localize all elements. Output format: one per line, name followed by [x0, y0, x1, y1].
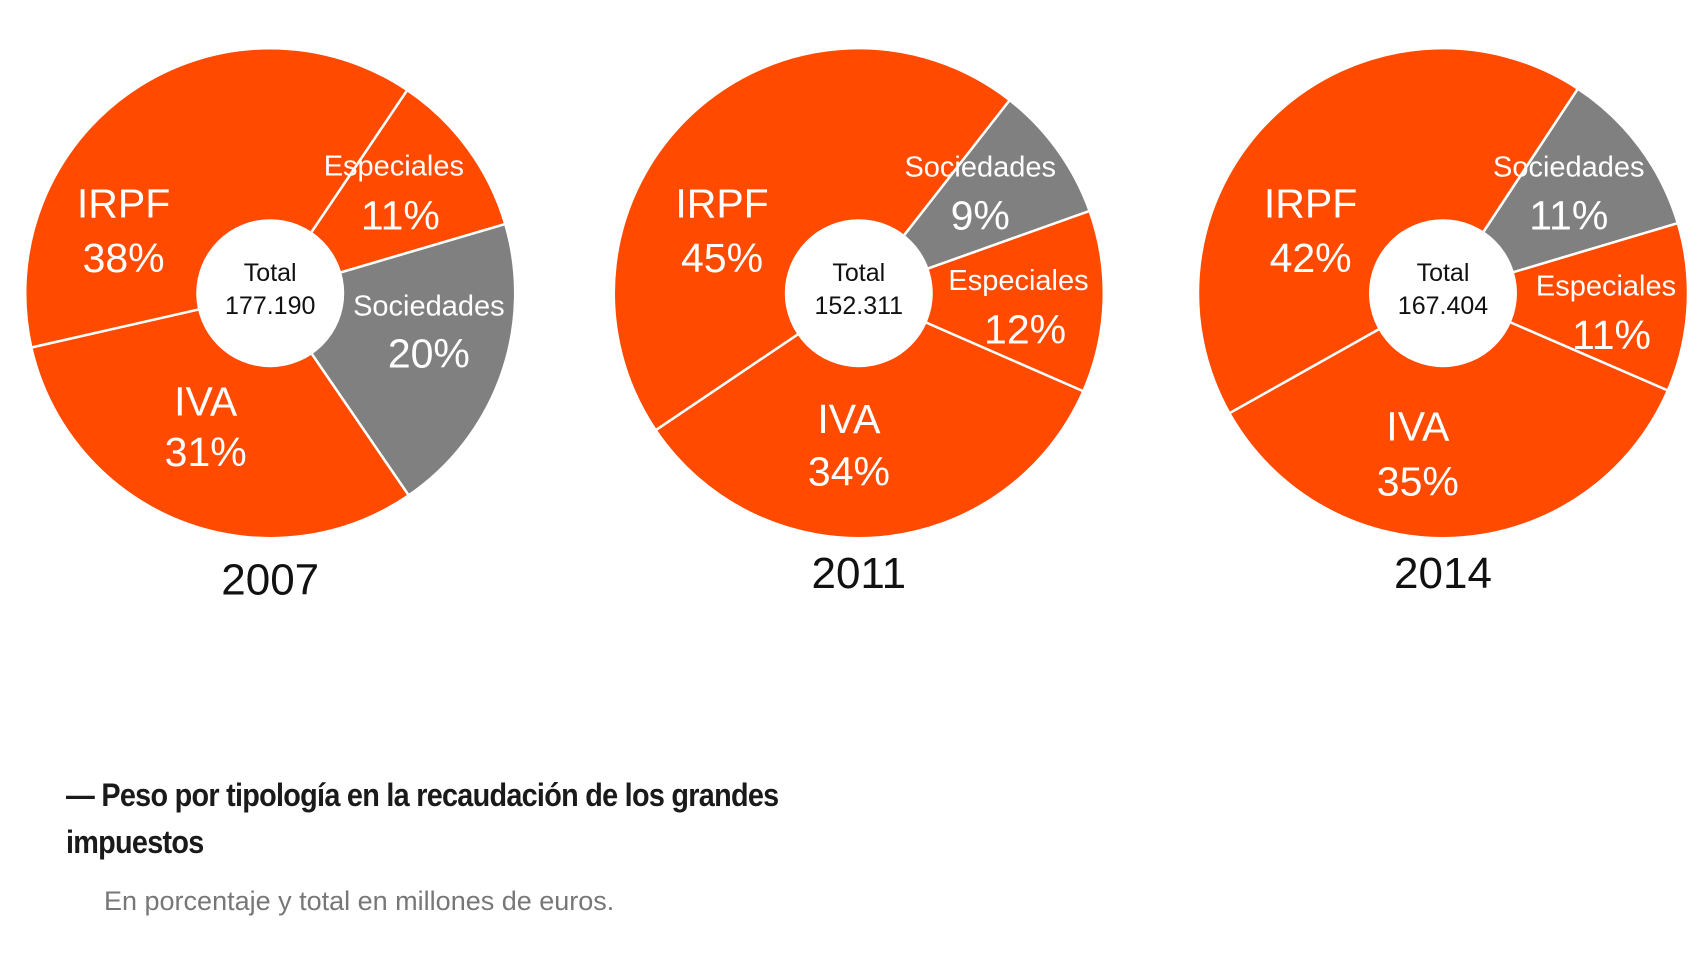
total-label: Total	[244, 259, 297, 287]
slice-sociedades	[1440, 86, 1680, 296]
slice-name-label: Especiales	[1536, 271, 1676, 303]
slice-percent-label: 35%	[1377, 458, 1459, 504]
year-label: 2014	[1394, 549, 1492, 598]
slice-name-label: IVA	[174, 378, 238, 424]
slice-especiales	[267, 88, 507, 296]
slice-name-label: Sociedades	[1493, 151, 1645, 183]
slice-name-label: IRPF	[1264, 180, 1357, 226]
slice-irpf	[1196, 46, 1580, 415]
slice-name-label: IRPF	[675, 180, 768, 226]
slice-percent-label: 12%	[984, 306, 1066, 352]
slice-percent-label: 42%	[1270, 235, 1352, 281]
slice-name-label: Sociedades	[904, 151, 1056, 183]
slice-iva	[653, 291, 1085, 540]
slice-especiales	[1439, 221, 1690, 393]
slice-percent-label: 34%	[808, 449, 890, 495]
slice-percent-label: 11%	[1529, 193, 1608, 239]
chart-subtitle: En porcentaje y total en millones de eur…	[104, 886, 615, 916]
slice-especiales	[855, 209, 1106, 393]
chart-title: — Peso por tipología en la recaudación d…	[66, 777, 779, 860]
total-label: Total	[1417, 259, 1470, 287]
slice-iva	[29, 291, 411, 540]
total-label: Total	[832, 259, 885, 287]
slice-sociedades	[855, 98, 1092, 296]
slice-irpf	[23, 46, 409, 349]
donut-hole	[1368, 219, 1517, 368]
total-value: 167.404	[1398, 292, 1488, 320]
slice-name-label: IVA	[817, 396, 881, 442]
slice-iva	[1227, 291, 1670, 540]
donut-chart-2014: Sociedades 11% Especiales 11% IVA 35% IRPF 42% T…	[1196, 46, 1690, 598]
donut-chart-2011: Sociedades 9% Especiales 12% IVA 34% IRPF 45% To…	[612, 46, 1106, 598]
total-value: 177.190	[225, 292, 315, 320]
slice-name-label: Especiales	[324, 150, 464, 182]
slice-percent-label: 11%	[361, 193, 440, 239]
slice-name-label: Especiales	[948, 265, 1088, 297]
slice-name-label: IRPF	[77, 180, 170, 226]
year-label: 2007	[221, 555, 319, 604]
year-label: 2011	[811, 549, 906, 598]
slice-name-label: IVA	[1386, 404, 1450, 450]
donut-chart-2007: Especiales 11% Sociedades 20% IVA 31% IRPF 38% T…	[23, 46, 517, 604]
slice-percent-label: 45%	[681, 235, 763, 281]
donut-hole	[196, 219, 345, 368]
slice-percent-label: 9%	[951, 193, 1010, 239]
slice-percent-label: 20%	[388, 330, 470, 376]
slice-percent-label: 38%	[83, 235, 165, 281]
slice-percent-label: 11%	[1572, 312, 1651, 358]
donut-hole	[784, 219, 933, 368]
slice-name-label: Sociedades	[353, 290, 505, 322]
total-value: 152.311	[815, 292, 904, 320]
slice-percent-label: 31%	[165, 429, 247, 475]
